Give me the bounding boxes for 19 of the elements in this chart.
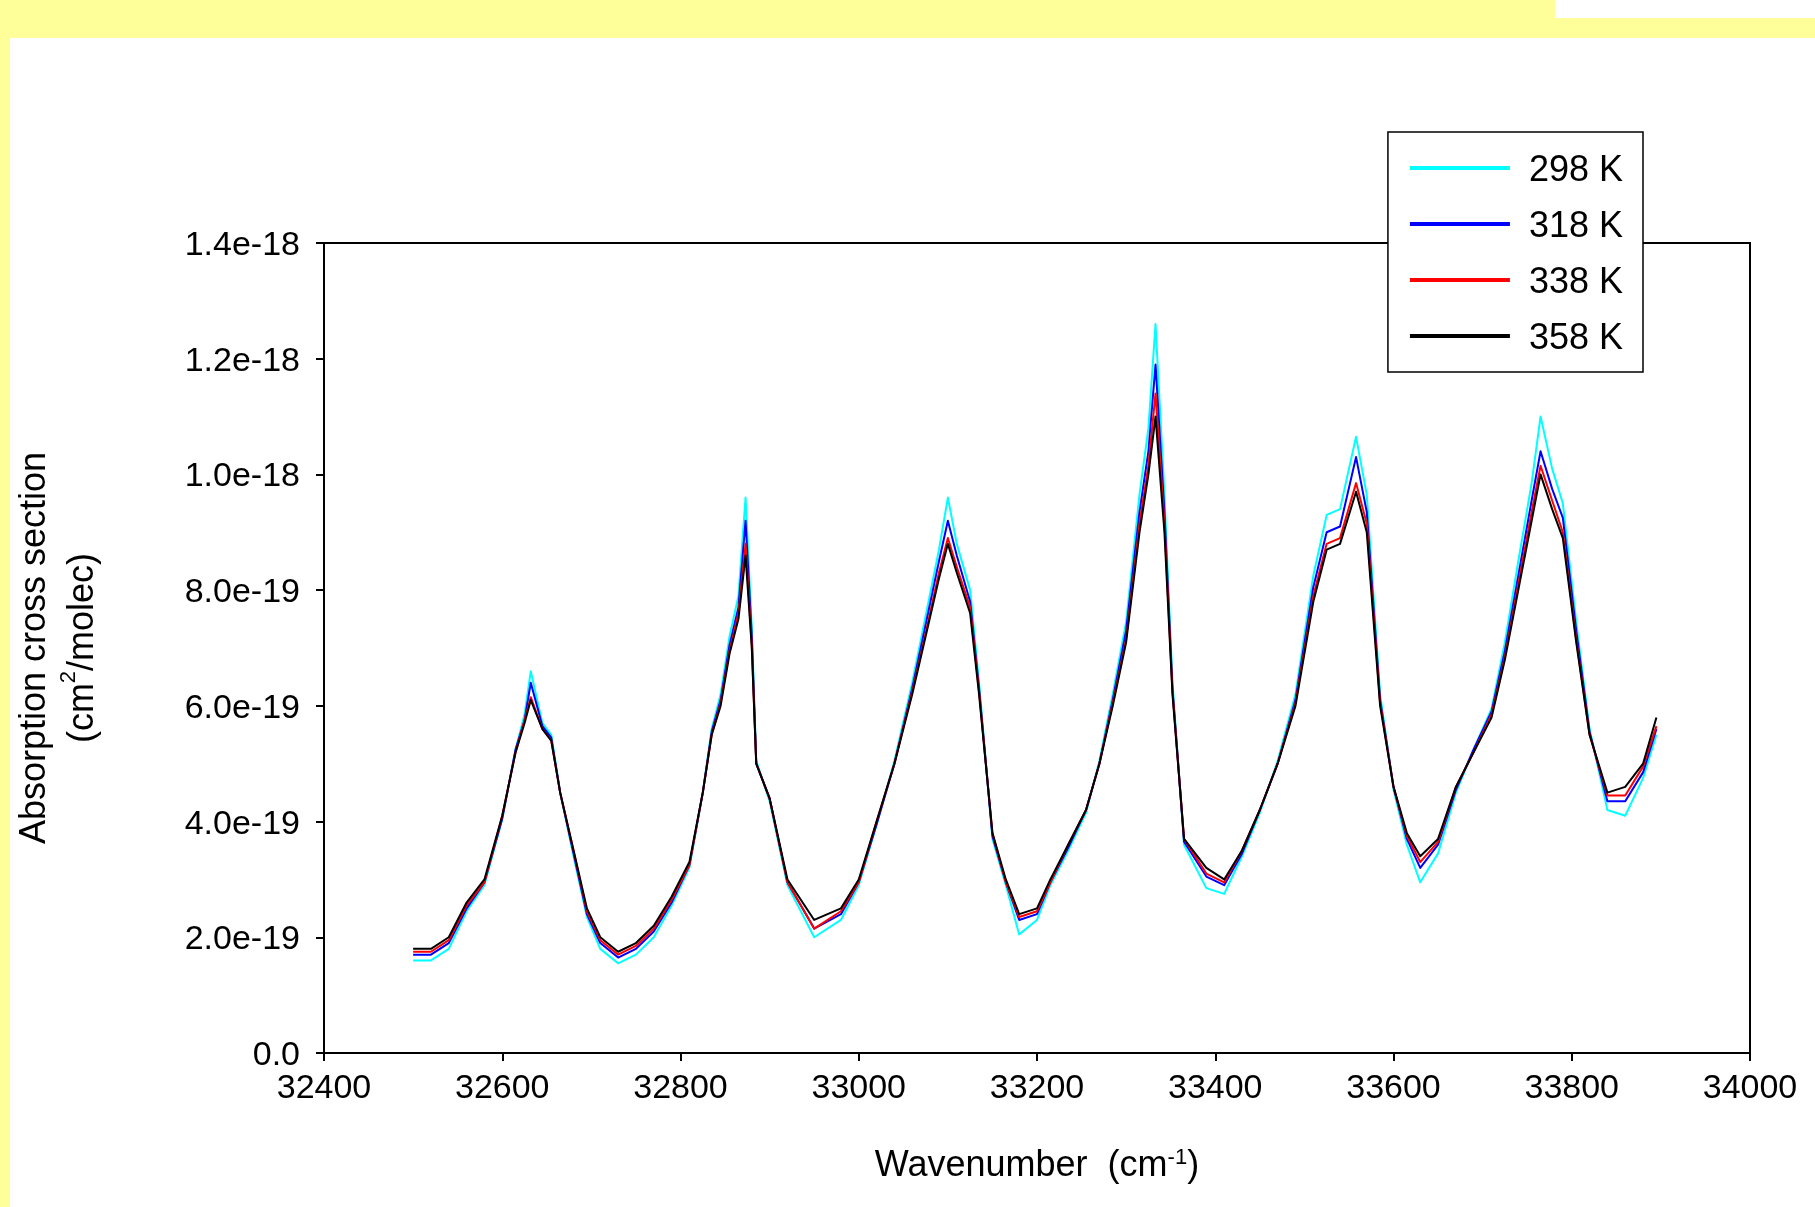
y-tick-label: 8.0e-19	[184, 571, 300, 610]
legend-label: 338 K	[1528, 259, 1623, 301]
y-tick-label: 1.0e-18	[184, 455, 300, 494]
legend-label: 298 K	[1528, 147, 1623, 189]
x-tick-label: 33200	[989, 1067, 1085, 1105]
legend-label: 318 K	[1528, 203, 1623, 245]
x-tick-label: 34000	[1702, 1067, 1798, 1105]
x-tick-label: 33000	[811, 1067, 907, 1105]
x-tick-label: 33400	[1167, 1067, 1263, 1105]
x-tick-label: 33800	[1524, 1067, 1620, 1105]
x-tick-label: 32800	[633, 1067, 728, 1105]
y-tick-label: 6.0e-19	[184, 686, 300, 725]
x-tick-label: 33600	[1346, 1067, 1441, 1105]
y-tick-label: 1.2e-18	[184, 339, 300, 378]
y-tick-label: 4.0e-19	[184, 802, 300, 841]
x-tick-label: 32600	[454, 1067, 550, 1105]
y-tick-label: 1.4e-18	[184, 224, 300, 262]
y-tick-label: 2.0e-19	[184, 918, 300, 957]
legend-label: 358 K	[1528, 315, 1623, 357]
